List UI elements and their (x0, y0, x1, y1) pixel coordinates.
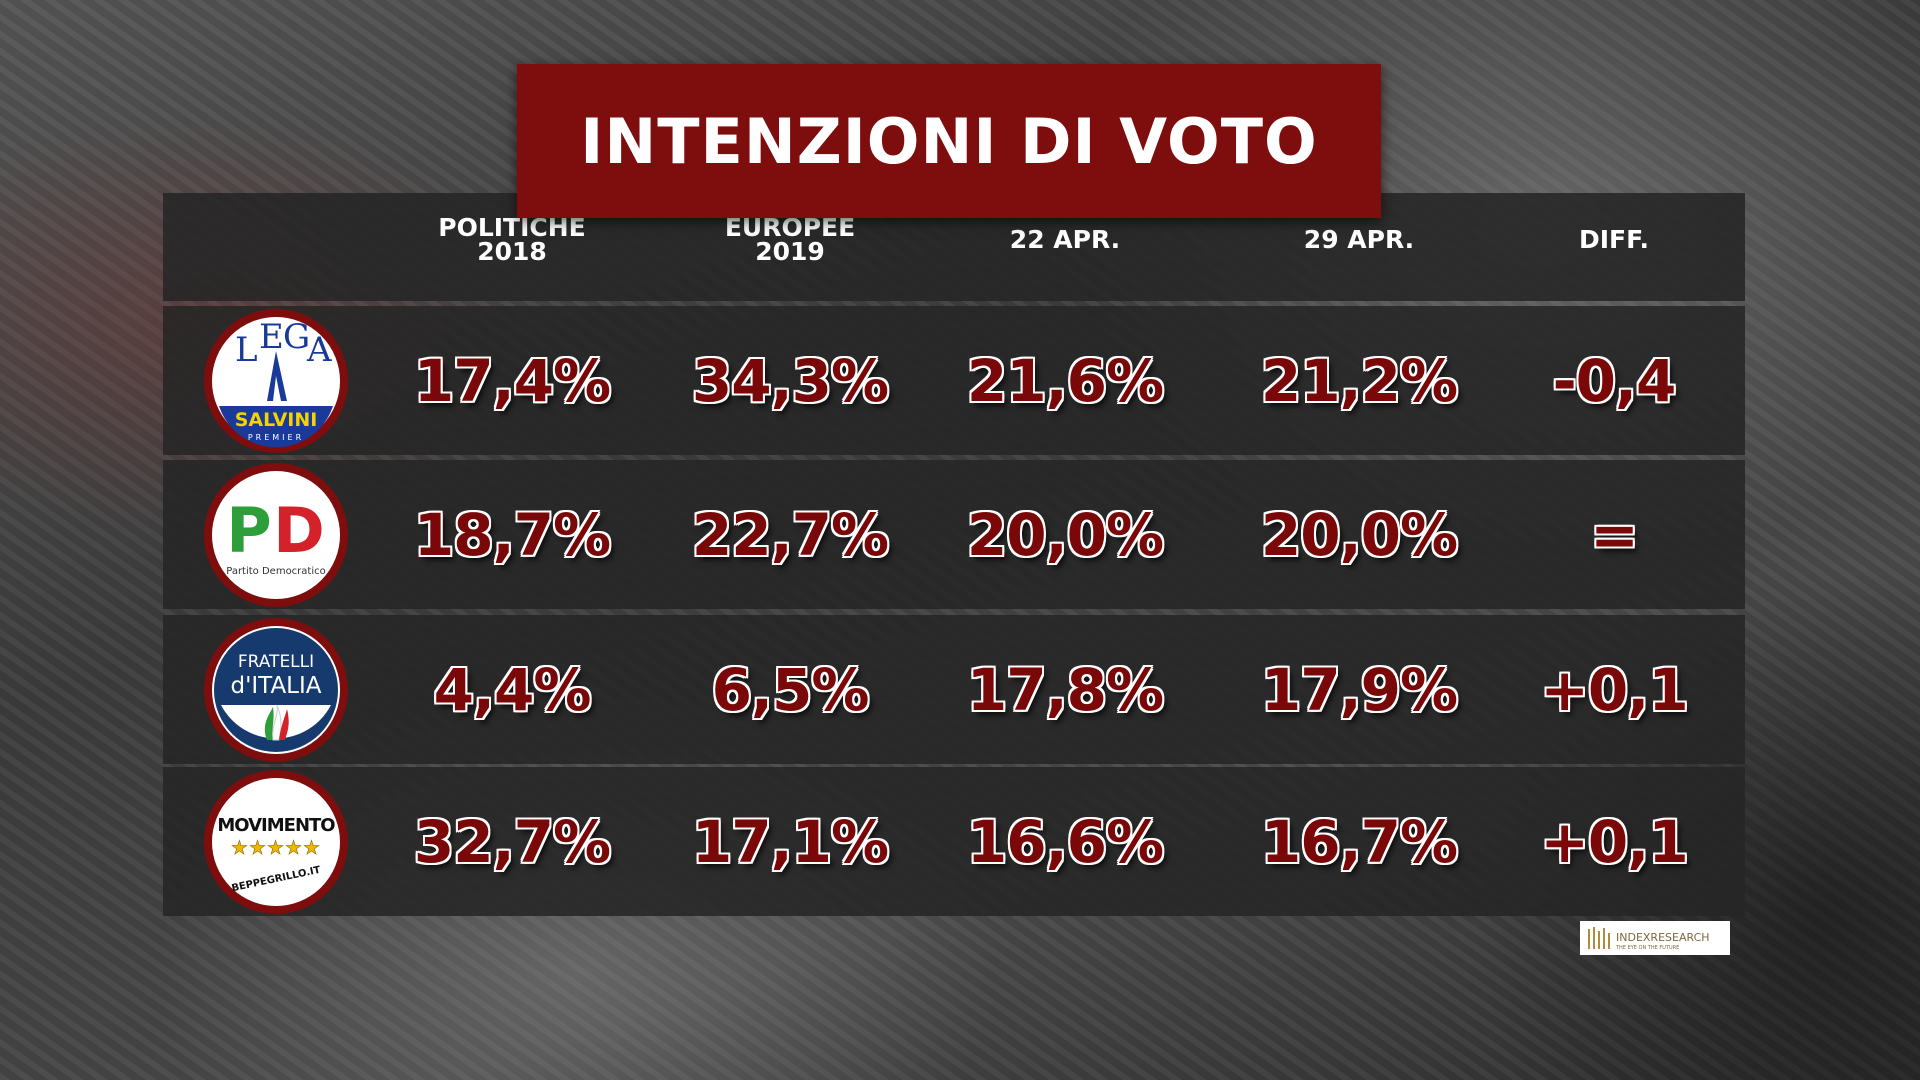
table-cell: +0,1 (1540, 807, 1688, 876)
logo-band (219, 405, 333, 447)
table-row (163, 460, 1745, 609)
table-cell: 17,1% (691, 807, 889, 876)
header-line: 2019 (755, 237, 825, 266)
party-logo: FRATELLI d'ITALIA (204, 617, 348, 762)
logo-text: P (226, 494, 271, 567)
column-header: DIFF. (1578, 225, 1650, 254)
column-header: POLITICHE 2018 (438, 213, 586, 266)
logo-ring (204, 769, 348, 914)
logo-text: SALVINI (235, 409, 318, 431)
table-row (163, 767, 1745, 916)
header-line: DIFF. (1578, 225, 1650, 254)
table-cell: 17,4% (413, 346, 611, 415)
header-line: EUROPEE (724, 213, 856, 242)
logo-stars: ★★★★★ (231, 837, 321, 859)
header-line: 22 APR. (1009, 225, 1121, 254)
table-cell: 21,2% (1260, 346, 1458, 415)
header-line: 29 APR. (1303, 225, 1415, 254)
table-cell: 4,4% (433, 655, 592, 724)
column-header: 22 APR. (1009, 225, 1121, 254)
table-cell: 6,5% (711, 655, 870, 724)
table-cell: 18,7% (413, 500, 611, 569)
table-cell: = (1590, 500, 1639, 569)
logo-flame (279, 708, 289, 740)
logo-text: L (235, 330, 258, 370)
source-name: INDEXRESEARCH (1616, 930, 1710, 944)
title: INTENZIONI DI VOTO (517, 64, 1381, 218)
logo-text: E (259, 317, 284, 357)
table-cell: 34,3% (691, 346, 889, 415)
logo-flame (264, 706, 274, 740)
table-cell: 22,7% (691, 500, 889, 569)
logo-text: G (283, 317, 310, 357)
header-line: POLITICHE (438, 213, 586, 242)
source-icon (1588, 927, 1610, 949)
table-cell: 20,0% (966, 500, 1164, 569)
table-cell: 21,6% (966, 346, 1164, 415)
logo-text: PREMIER (248, 433, 304, 442)
logo-text: FRATELLI (238, 652, 314, 672)
column-header: 29 APR. (1303, 225, 1415, 254)
table-cell: 32,7% (413, 807, 611, 876)
party-logo: L E G A SALVINI PREMIER (204, 308, 348, 453)
table-cell: +0,1 (1540, 655, 1688, 724)
logo-text: D (273, 494, 324, 567)
table-cell: 17,9% (1260, 655, 1458, 724)
source-tagline: THE EYE ON THE FUTURE (1616, 944, 1680, 951)
logo-figure (267, 350, 287, 401)
table-row (163, 615, 1745, 764)
table-row (163, 306, 1745, 455)
party-logo: MOVIMENTO ★★★★★ BEPPEGRILLO.IT (204, 769, 348, 914)
table-cell: 20,0% (1260, 500, 1458, 569)
logo-text: Partito Democratico (226, 566, 326, 577)
logo-text: A (306, 330, 332, 370)
party-logo: P D Partito Democratico (204, 462, 348, 607)
logo-text: MOVIMENTO (217, 815, 335, 836)
header-line: 2018 (477, 237, 547, 266)
table-cell: 16,7% (1260, 807, 1458, 876)
source-logo: INDEXRESEARCH THE EYE ON THE FUTURE (1580, 921, 1730, 955)
table-cell: 16,6% (966, 807, 1164, 876)
logo-ring (204, 462, 348, 607)
table-cell: 17,8% (966, 655, 1164, 724)
column-header: EUROPEE 2019 (724, 213, 856, 266)
table-cell: -0,4 (1552, 346, 1677, 415)
logo-text: d'ITALIA (230, 673, 321, 699)
